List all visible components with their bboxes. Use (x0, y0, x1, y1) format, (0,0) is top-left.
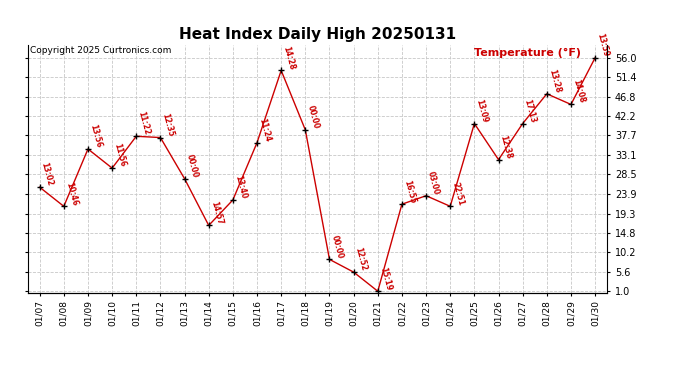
Text: 12:38: 12:38 (498, 134, 513, 160)
Text: 17:13: 17:13 (523, 98, 538, 123)
Text: Temperature (°F): Temperature (°F) (474, 48, 581, 57)
Text: 13:56: 13:56 (88, 123, 103, 149)
Text: 13:28: 13:28 (546, 68, 562, 94)
Text: 16:55: 16:55 (402, 179, 417, 204)
Text: 00:00: 00:00 (305, 104, 320, 130)
Text: 11:24: 11:24 (257, 117, 272, 142)
Text: 14:28: 14:28 (282, 45, 296, 70)
Text: 13:40: 13:40 (233, 174, 248, 200)
Text: 15:19: 15:19 (378, 266, 393, 291)
Text: 13:02: 13:02 (39, 162, 55, 187)
Text: 12:52: 12:52 (353, 247, 368, 272)
Text: 13:09: 13:09 (475, 98, 489, 123)
Text: 14:08: 14:08 (571, 79, 586, 104)
Text: 03:00: 03:00 (426, 170, 441, 196)
Text: 11:22: 11:22 (136, 111, 151, 136)
Text: 13:59: 13:59 (595, 32, 610, 58)
Text: 12:35: 12:35 (160, 112, 175, 138)
Text: 22:51: 22:51 (450, 181, 465, 206)
Text: Copyright 2025 Curtronics.com: Copyright 2025 Curtronics.com (30, 46, 172, 55)
Text: 00:00: 00:00 (330, 234, 344, 260)
Text: 14:57: 14:57 (208, 200, 224, 225)
Text: 00:00: 00:00 (184, 153, 199, 179)
Text: 10:46: 10:46 (63, 181, 79, 206)
Title: Heat Index Daily High 20250131: Heat Index Daily High 20250131 (179, 27, 456, 42)
Text: 11:56: 11:56 (112, 142, 127, 168)
